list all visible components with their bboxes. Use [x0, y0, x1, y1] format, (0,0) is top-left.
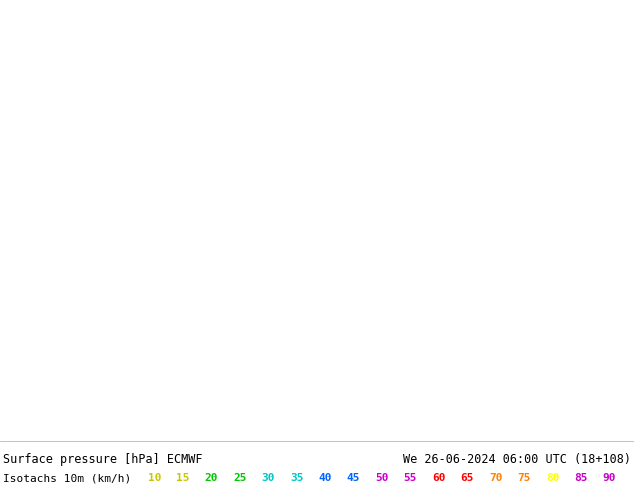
Text: 25: 25 — [233, 473, 247, 483]
Text: 50: 50 — [375, 473, 389, 483]
Text: 10: 10 — [148, 473, 162, 483]
Text: 20: 20 — [205, 473, 218, 483]
Text: We 26-06-2024 06:00 UTC (18+108): We 26-06-2024 06:00 UTC (18+108) — [403, 453, 631, 466]
Text: 55: 55 — [404, 473, 417, 483]
Text: 65: 65 — [460, 473, 474, 483]
Text: 30: 30 — [262, 473, 275, 483]
Text: 75: 75 — [517, 473, 531, 483]
Text: 70: 70 — [489, 473, 502, 483]
Text: 60: 60 — [432, 473, 446, 483]
Text: 35: 35 — [290, 473, 304, 483]
Text: 40: 40 — [318, 473, 332, 483]
Text: 80: 80 — [546, 473, 559, 483]
Text: 85: 85 — [574, 473, 588, 483]
Text: 90: 90 — [602, 473, 616, 483]
Text: 15: 15 — [176, 473, 190, 483]
Text: Surface pressure [hPa] ECMWF: Surface pressure [hPa] ECMWF — [3, 453, 202, 466]
Text: Isotachs 10m (km/h): Isotachs 10m (km/h) — [3, 473, 131, 483]
Text: 45: 45 — [347, 473, 360, 483]
